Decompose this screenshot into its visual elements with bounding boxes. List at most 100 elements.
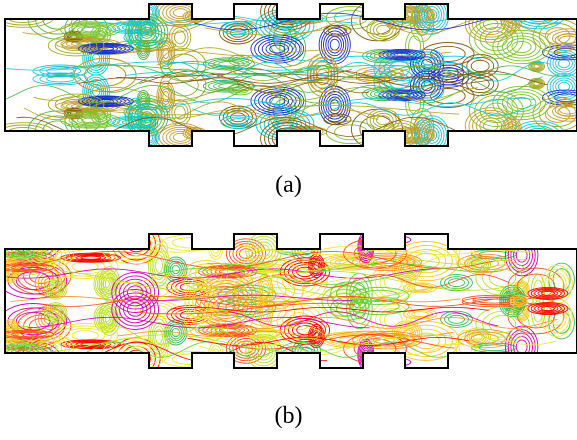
contour-line xyxy=(472,135,514,144)
contour-line-group xyxy=(156,80,176,113)
contour-line xyxy=(552,77,576,96)
contour-line xyxy=(557,106,577,117)
contour-line xyxy=(309,57,336,89)
contour-line xyxy=(162,47,170,60)
contour-line xyxy=(505,325,539,368)
contour-line xyxy=(313,261,320,271)
contour-line-group xyxy=(220,114,257,129)
contour-line xyxy=(97,99,115,104)
contour-line xyxy=(383,274,403,291)
contour-line xyxy=(50,284,61,294)
contour-line xyxy=(448,278,465,288)
contour-line-group xyxy=(505,234,539,277)
contour-line xyxy=(96,273,116,295)
contour-line-group xyxy=(492,29,551,65)
contour-line xyxy=(546,73,577,101)
contour-line xyxy=(316,69,330,86)
contour-line xyxy=(426,8,438,21)
contour-line xyxy=(231,249,533,255)
contour-line xyxy=(95,30,106,41)
contour-line xyxy=(373,90,391,98)
contour-line xyxy=(529,61,544,72)
contour-line xyxy=(532,63,542,70)
contour-line xyxy=(509,294,528,305)
contour-line xyxy=(533,64,540,69)
contour-line-group xyxy=(147,243,171,287)
contour-line xyxy=(370,262,416,302)
contour-line xyxy=(147,243,171,287)
contour-line-group xyxy=(358,356,412,368)
contour-line xyxy=(10,296,461,303)
contour-line xyxy=(72,115,108,126)
contour-line-group xyxy=(60,112,121,129)
contour-line xyxy=(50,308,61,318)
contour-line xyxy=(70,254,111,262)
contour-line-group xyxy=(475,306,530,342)
contour-panel-a xyxy=(4,3,577,147)
contour-line xyxy=(232,78,365,91)
contour-line xyxy=(254,36,301,62)
contour-line xyxy=(174,30,186,45)
contour-line xyxy=(24,101,379,121)
contour-line xyxy=(58,325,112,346)
contour-line xyxy=(482,310,523,338)
contour-line-group xyxy=(509,294,528,305)
contour-line xyxy=(233,270,304,311)
contour-line xyxy=(541,89,577,106)
contour-line xyxy=(216,300,235,314)
contour-line xyxy=(406,248,447,274)
contour-line xyxy=(466,74,495,94)
contour-line xyxy=(172,8,188,18)
contour-line xyxy=(162,98,535,107)
contour-line xyxy=(93,98,119,105)
contour-line xyxy=(537,305,559,313)
contour-line xyxy=(115,49,452,57)
contour-line xyxy=(159,42,173,65)
contour-line xyxy=(552,54,576,73)
contour-line xyxy=(416,4,447,32)
contour-line xyxy=(32,72,89,86)
contour-line xyxy=(309,61,336,93)
contour-line xyxy=(34,275,353,284)
contour-line xyxy=(542,6,577,19)
contour-line xyxy=(5,264,47,272)
contour-line-group xyxy=(323,113,352,126)
contour-line xyxy=(264,122,312,146)
contour-line xyxy=(149,318,169,355)
contour-line xyxy=(5,61,321,71)
contour-line xyxy=(339,259,359,266)
contour-line xyxy=(372,112,394,128)
contour-line xyxy=(159,68,207,102)
contour-line xyxy=(192,102,535,116)
contour-line xyxy=(60,112,121,129)
contour-line xyxy=(323,24,352,37)
contour-line xyxy=(349,286,410,305)
contour-line xyxy=(124,287,473,300)
contour-line xyxy=(5,330,47,338)
contour-line xyxy=(413,119,433,144)
contour-line xyxy=(137,24,157,42)
contour-line xyxy=(256,331,271,337)
contour-line xyxy=(423,6,440,24)
contour-line xyxy=(378,89,426,102)
contour-line xyxy=(47,34,105,57)
contour-line-group xyxy=(378,89,426,102)
contour-line xyxy=(51,285,60,293)
contour-line xyxy=(68,114,112,127)
contour-line xyxy=(171,27,189,48)
contour-line xyxy=(519,4,557,25)
contour-line xyxy=(43,302,68,324)
contour-line xyxy=(39,74,82,84)
contour-line xyxy=(325,33,345,57)
contour-line xyxy=(502,4,522,32)
contour-line xyxy=(537,289,559,297)
contour-line xyxy=(153,254,165,277)
contour-line xyxy=(95,109,106,120)
contour-line-group xyxy=(546,28,577,49)
contour-line xyxy=(102,273,117,295)
contour-line xyxy=(204,27,337,36)
panel-label-a: (a) xyxy=(275,172,302,198)
contour-line xyxy=(507,237,536,273)
contour-line xyxy=(183,309,254,333)
contour-line xyxy=(350,108,404,146)
